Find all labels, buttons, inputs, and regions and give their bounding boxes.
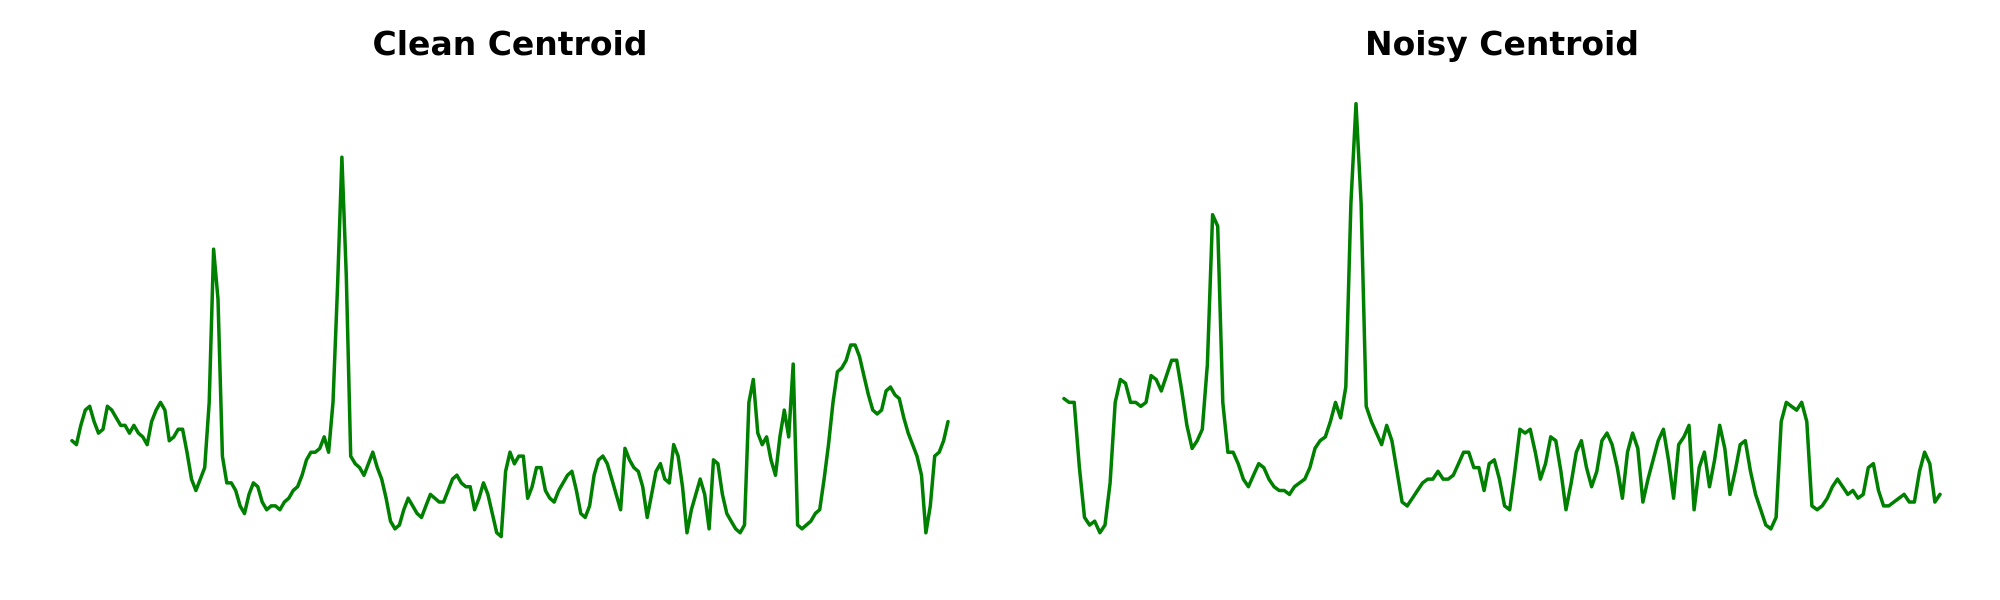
chart-title: Noisy Centroid <box>1365 24 1639 63</box>
chart-panel-clean: Clean Centroid <box>70 24 950 539</box>
chart-title: Clean Centroid <box>372 24 648 63</box>
series-line <box>70 155 950 539</box>
chart-panel-noisy: Noisy Centroid <box>1000 0 2000 600</box>
series-line <box>1062 101 1942 535</box>
line-plot <box>1062 101 1942 535</box>
line-plot <box>70 155 950 539</box>
